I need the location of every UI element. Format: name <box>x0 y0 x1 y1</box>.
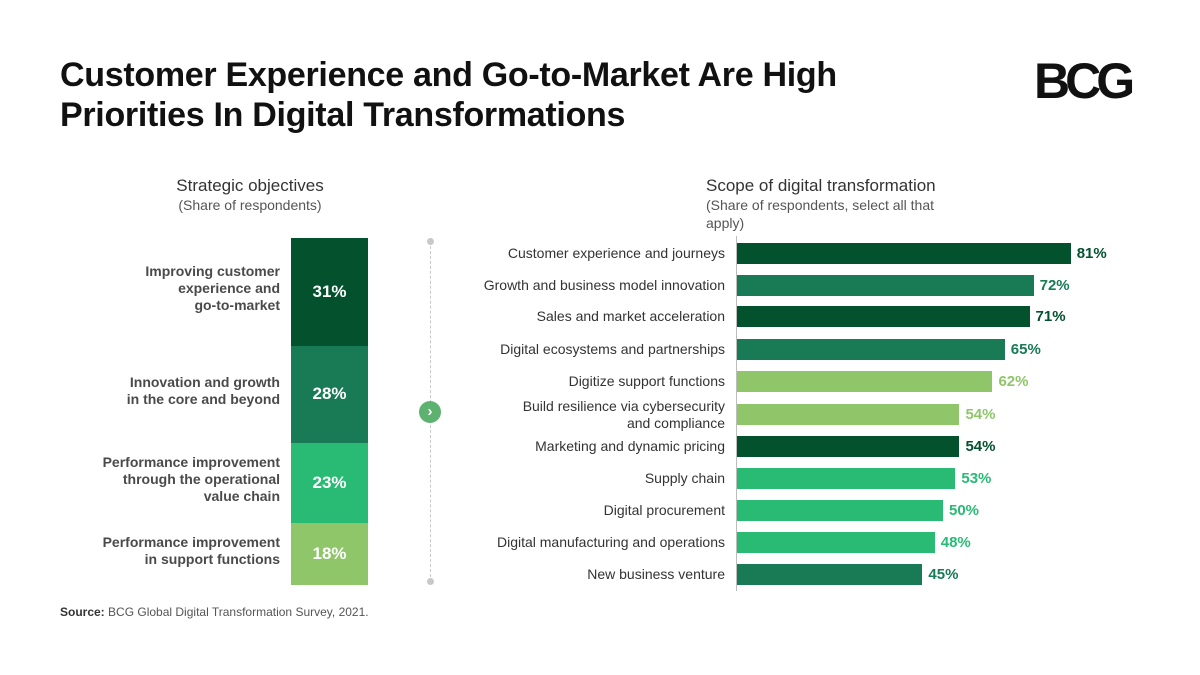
stack-segment: 31% <box>291 238 368 346</box>
bar <box>737 436 960 457</box>
right-panel-subtitle: (Share of respondents, select all that a… <box>706 197 935 231</box>
bar-category-label: Marketing and dynamic pricing <box>455 438 725 455</box>
stack-segment: 23% <box>291 442 368 523</box>
bar-category-label-line: Supply chain <box>644 470 725 486</box>
bar <box>737 404 960 425</box>
bar-value-label: 71% <box>1035 308 1066 325</box>
stack-segment-value: 31% <box>312 281 347 301</box>
stack-segment-label: Performance improvement through the opera… <box>40 454 280 505</box>
stack-segment-label-line: value chain <box>203 488 280 505</box>
bar-chart-axis <box>736 236 737 591</box>
strategic-objectives-stacked-bar: 31% 28% 23% 18% <box>291 238 368 585</box>
bar-category-label: Supply chain <box>455 470 725 487</box>
bar-value-label: 54% <box>965 438 996 455</box>
bar-category-label: Sales and market acceleration <box>455 308 725 325</box>
bar-category-label: Digitize support functions <box>455 373 725 390</box>
stack-segment-label-line: in support functions <box>144 550 280 567</box>
bar <box>737 306 1030 327</box>
source-label: Source: <box>60 605 105 619</box>
bar-category-label: Build resilience via cybersecurity and co… <box>455 398 725 432</box>
right-panel-title: Scope of digital transformation <box>706 176 936 195</box>
left-panel-title: Strategic objectives <box>176 176 324 195</box>
bar <box>737 532 935 553</box>
bar-category-label: Digital ecosystems and partnerships <box>455 341 725 358</box>
bar-value-label: 72% <box>1039 277 1070 294</box>
bar-category-label-line: Digital procurement <box>603 502 725 518</box>
bar <box>737 564 923 585</box>
bar <box>737 371 993 392</box>
stack-segment-label-line: go-to-market <box>194 297 280 314</box>
bar-value-label: 53% <box>961 470 992 487</box>
page-title: Customer Experience and Go-to-Market Are… <box>60 56 837 134</box>
stack-segment-label-line: Performance improvement <box>102 533 280 550</box>
bar <box>737 339 1005 360</box>
source-note: Source: BCG Global Digital Transformatio… <box>60 605 369 619</box>
divider-bottom-dot <box>427 578 434 585</box>
bar-category-label: Growth and business model innovation <box>455 277 725 294</box>
divider-top-dot <box>427 238 434 245</box>
left-panel-header: Strategic objectives (Share of responden… <box>130 176 370 214</box>
chevron-right-glyph: › <box>427 403 433 420</box>
bar-value-label: 65% <box>1010 341 1041 358</box>
stack-segment-label-line: Improving customer <box>145 263 280 280</box>
bar-category-label: Digital manufacturing and operations <box>455 534 725 551</box>
bar-category-label-line: Marketing and dynamic pricing <box>535 438 725 454</box>
stack-segment-label-line: experience and <box>178 280 280 297</box>
stack-segment-label-line: Innovation and growth <box>129 374 280 391</box>
bar-value-label: 62% <box>998 373 1029 390</box>
chevron-right-icon[interactable]: › <box>419 401 441 423</box>
bar <box>737 243 1071 264</box>
stack-segment-label: Performance improvement in support functi… <box>40 534 280 568</box>
bcg-logo: BCG <box>1034 53 1135 109</box>
stack-segment-label-line: Performance improvement <box>102 454 280 471</box>
stack-segment-label-line: through the operational <box>122 471 280 488</box>
stack-segment-label: Innovation and growth in the core and bey… <box>40 374 280 408</box>
stack-segment-value: 18% <box>312 543 347 563</box>
bar-category-label-line: Growth and business model innovation <box>483 277 725 293</box>
bar-value-label: 48% <box>940 534 971 551</box>
bar-category-label-line: and compliance <box>626 414 725 431</box>
bar-category-label-line: Digital manufacturing and operations <box>496 534 725 550</box>
bar-category-label-line: Sales and market acceleration <box>536 308 725 324</box>
stack-segment-value: 23% <box>312 472 347 492</box>
stack-segment-label-line: in the core and beyond <box>126 391 280 408</box>
bar <box>737 468 956 489</box>
stack-segment-value: 28% <box>312 384 347 404</box>
bar-category-label-line: Customer experience and journeys <box>507 245 725 261</box>
bar-value-label: 45% <box>928 566 959 583</box>
source-text: BCG Global Digital Transformation Survey… <box>108 605 369 619</box>
stack-segment: 18% <box>291 522 368 585</box>
stack-segment-label: Improving customer experience and go-to-ma… <box>40 263 280 314</box>
bar-category-label-line: New business venture <box>587 566 725 582</box>
bar-category-label: New business venture <box>455 566 725 583</box>
stack-segment: 28% <box>291 345 368 443</box>
bar <box>737 500 943 521</box>
bar-category-label-line: Digitize support functions <box>568 373 725 389</box>
bar-category-label-line: Digital ecosystems and partnerships <box>500 341 725 357</box>
bar-category-label-line: Build resilience via cybersecurity <box>522 397 725 414</box>
bar-category-label: Digital procurement <box>455 502 725 519</box>
bar-value-label: 50% <box>949 502 980 519</box>
bar-value-label: 81% <box>1076 245 1107 262</box>
right-panel-header: Scope of digital transformation (Share o… <box>690 176 960 232</box>
left-panel-subtitle: (Share of respondents) <box>178 197 322 213</box>
bar-category-label: Customer experience and journeys <box>455 245 725 262</box>
bar-value-label: 54% <box>965 406 996 423</box>
bar <box>737 275 1034 296</box>
